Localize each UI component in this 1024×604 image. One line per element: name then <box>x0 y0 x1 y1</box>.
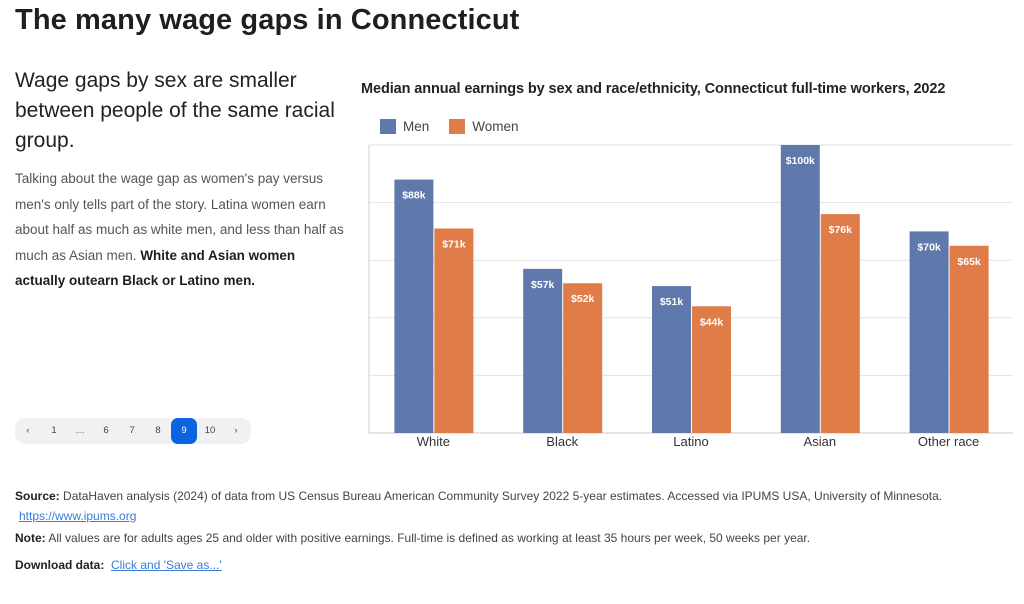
x-tick-label: Other race <box>918 434 979 449</box>
data-label: $71k <box>442 239 466 251</box>
body-bold: White and Asian women actually outearn B… <box>15 247 296 289</box>
x-tick-label: Black <box>546 434 578 449</box>
page-7-button[interactable]: 7 <box>129 425 135 436</box>
bar-women-other-race[interactable] <box>949 245 989 433</box>
source-text: DataHaven analysis (2024) of data from U… <box>63 489 943 503</box>
source-label: Source: <box>15 489 60 503</box>
next-page-button[interactable]: › <box>234 425 238 436</box>
pagination: ‹ 1 … 6 7 8 9 10 › <box>15 418 251 444</box>
data-label: $88k <box>402 190 426 202</box>
data-label: $65k <box>957 256 981 268</box>
page-1-button[interactable]: 1 <box>51 425 57 436</box>
legend-label-men: Men <box>403 119 430 134</box>
data-label: $51k <box>660 296 684 308</box>
page-ellipsis: … <box>75 425 85 436</box>
download-link[interactable]: Click and 'Save as...' <box>111 558 222 572</box>
legend-item-women[interactable]: Women <box>449 119 519 134</box>
bar-women-black[interactable] <box>563 283 603 433</box>
bar-men-black[interactable] <box>523 268 563 433</box>
bar-men-white[interactable] <box>394 179 434 433</box>
body-text: Talking about the wage gap as women's pa… <box>15 166 345 294</box>
chart-title: Median annual earnings by sex and race/e… <box>361 81 946 97</box>
download-row: Download data: Click and 'Save as...' <box>15 558 222 572</box>
prev-page-button[interactable]: ‹ <box>26 425 30 436</box>
bar-women-asian[interactable] <box>820 214 860 433</box>
subhead: Wage gaps by sex are smaller between peo… <box>15 69 335 152</box>
bar-women-white[interactable] <box>434 228 474 433</box>
page-6-button[interactable]: 6 <box>103 425 109 436</box>
bar-men-latino[interactable] <box>652 286 691 433</box>
bar-men-other-race[interactable] <box>909 231 949 433</box>
page-9-button[interactable]: 9 <box>171 418 197 444</box>
note-label: Note: <box>15 531 46 545</box>
legend-swatch-women <box>449 119 466 134</box>
legend-item-men[interactable]: Men <box>380 119 429 134</box>
legend-label-women: Women <box>472 119 519 134</box>
bar-men-asian[interactable] <box>780 145 820 433</box>
data-label: $52k <box>571 293 595 305</box>
data-label: $57k <box>531 279 555 291</box>
page-8-button[interactable]: 8 <box>155 425 161 436</box>
ipums-link[interactable]: https://www.ipums.org <box>19 509 137 523</box>
x-tick-label: Asian <box>804 434 837 449</box>
source-note: Source: DataHaven analysis (2024) of dat… <box>15 486 1005 526</box>
note-text: All values are for adults ages 25 and ol… <box>48 531 811 545</box>
body-plain: Talking about the wage gap as women's pa… <box>15 171 344 263</box>
data-label: $44k <box>700 316 724 328</box>
note: Note: All values are for adults ages 25 … <box>15 531 810 545</box>
chart-legend: Men Women <box>380 119 539 134</box>
x-tick-label: Latino <box>673 434 708 449</box>
page-10-button[interactable]: 10 <box>204 425 216 436</box>
download-label: Download data: <box>15 558 105 572</box>
data-label: $76k <box>829 224 853 236</box>
legend-swatch-men <box>380 119 396 134</box>
page-title: The many wage gaps in Connecticut <box>15 4 520 36</box>
bar-chart: $88k $71k White $57k $52k Black $51k $44k Latino… <box>368 144 1013 449</box>
bar-women-latino[interactable] <box>692 306 731 433</box>
data-label: $70k <box>917 241 941 253</box>
x-tick-label: White <box>417 434 450 449</box>
data-label: $100k <box>786 155 815 167</box>
